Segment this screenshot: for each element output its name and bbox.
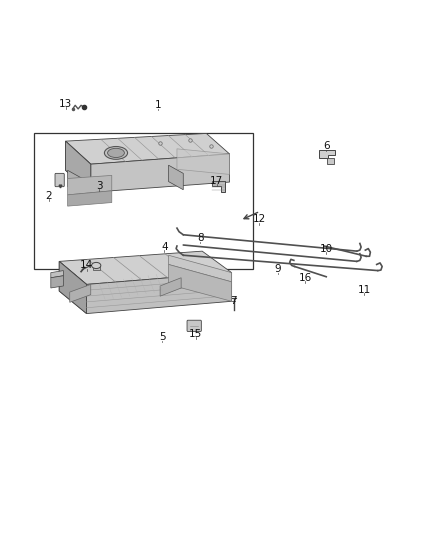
Polygon shape	[67, 191, 112, 206]
Text: 5: 5	[159, 332, 166, 342]
Text: 8: 8	[197, 233, 203, 244]
Text: 1: 1	[155, 100, 161, 110]
Polygon shape	[87, 273, 232, 313]
Text: 16: 16	[299, 273, 312, 283]
Text: 7: 7	[230, 296, 237, 306]
Polygon shape	[177, 149, 230, 174]
FancyBboxPatch shape	[55, 173, 64, 187]
Polygon shape	[70, 285, 91, 302]
Polygon shape	[212, 181, 225, 192]
Polygon shape	[67, 175, 112, 195]
Bar	[34, 133, 253, 269]
Text: 14: 14	[80, 261, 93, 270]
Polygon shape	[66, 141, 91, 192]
Polygon shape	[91, 154, 230, 192]
Text: 11: 11	[357, 285, 371, 295]
Polygon shape	[66, 133, 230, 164]
Ellipse shape	[92, 262, 101, 269]
Text: 4: 4	[161, 242, 168, 252]
Polygon shape	[59, 251, 232, 285]
Polygon shape	[59, 261, 87, 313]
Polygon shape	[66, 141, 91, 192]
Polygon shape	[319, 150, 335, 158]
FancyBboxPatch shape	[187, 320, 201, 332]
Text: 3: 3	[96, 181, 102, 191]
Polygon shape	[67, 171, 82, 195]
Polygon shape	[169, 255, 232, 282]
Ellipse shape	[108, 148, 124, 158]
Polygon shape	[160, 278, 181, 296]
Polygon shape	[51, 271, 64, 278]
Text: 9: 9	[275, 264, 281, 274]
Text: 2: 2	[46, 191, 52, 201]
Text: 15: 15	[189, 329, 202, 339]
Text: 6: 6	[323, 141, 329, 151]
Polygon shape	[51, 276, 64, 288]
Polygon shape	[59, 261, 87, 313]
Ellipse shape	[104, 147, 127, 159]
Text: 13: 13	[59, 99, 72, 109]
Text: 12: 12	[252, 214, 265, 224]
Polygon shape	[328, 158, 334, 164]
Polygon shape	[169, 165, 183, 190]
Polygon shape	[169, 264, 232, 301]
Text: 17: 17	[210, 175, 223, 185]
Text: 10: 10	[320, 244, 333, 254]
Polygon shape	[93, 265, 99, 270]
